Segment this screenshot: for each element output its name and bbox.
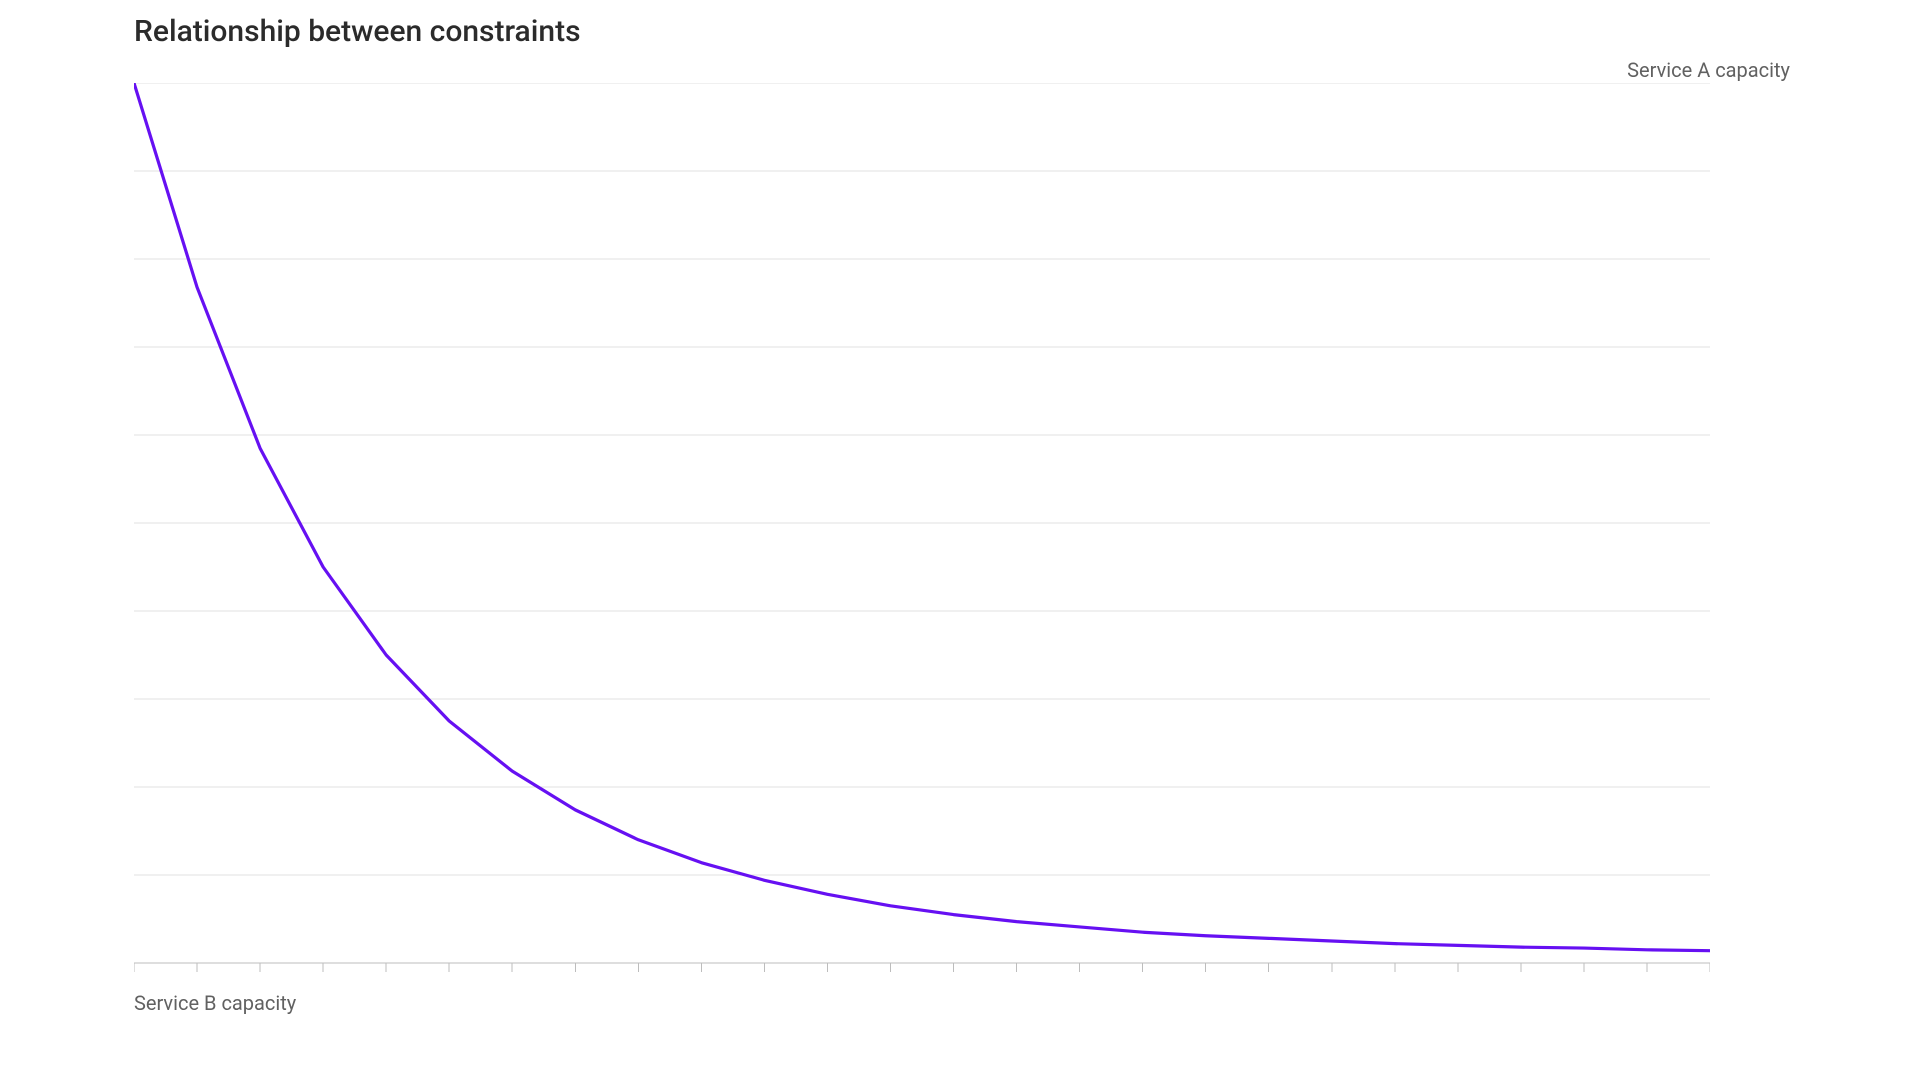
legend-label: Service A capacity	[1627, 58, 1790, 82]
chart-svg	[134, 83, 1710, 974]
series-line	[134, 83, 1710, 951]
x-axis-label: Service B capacity	[134, 991, 1790, 1015]
chart-title: Relationship between constraints	[134, 14, 1790, 49]
chart-container: Relationship between constraints Service…	[0, 0, 1920, 1080]
chart-plot-area	[134, 83, 1710, 963]
